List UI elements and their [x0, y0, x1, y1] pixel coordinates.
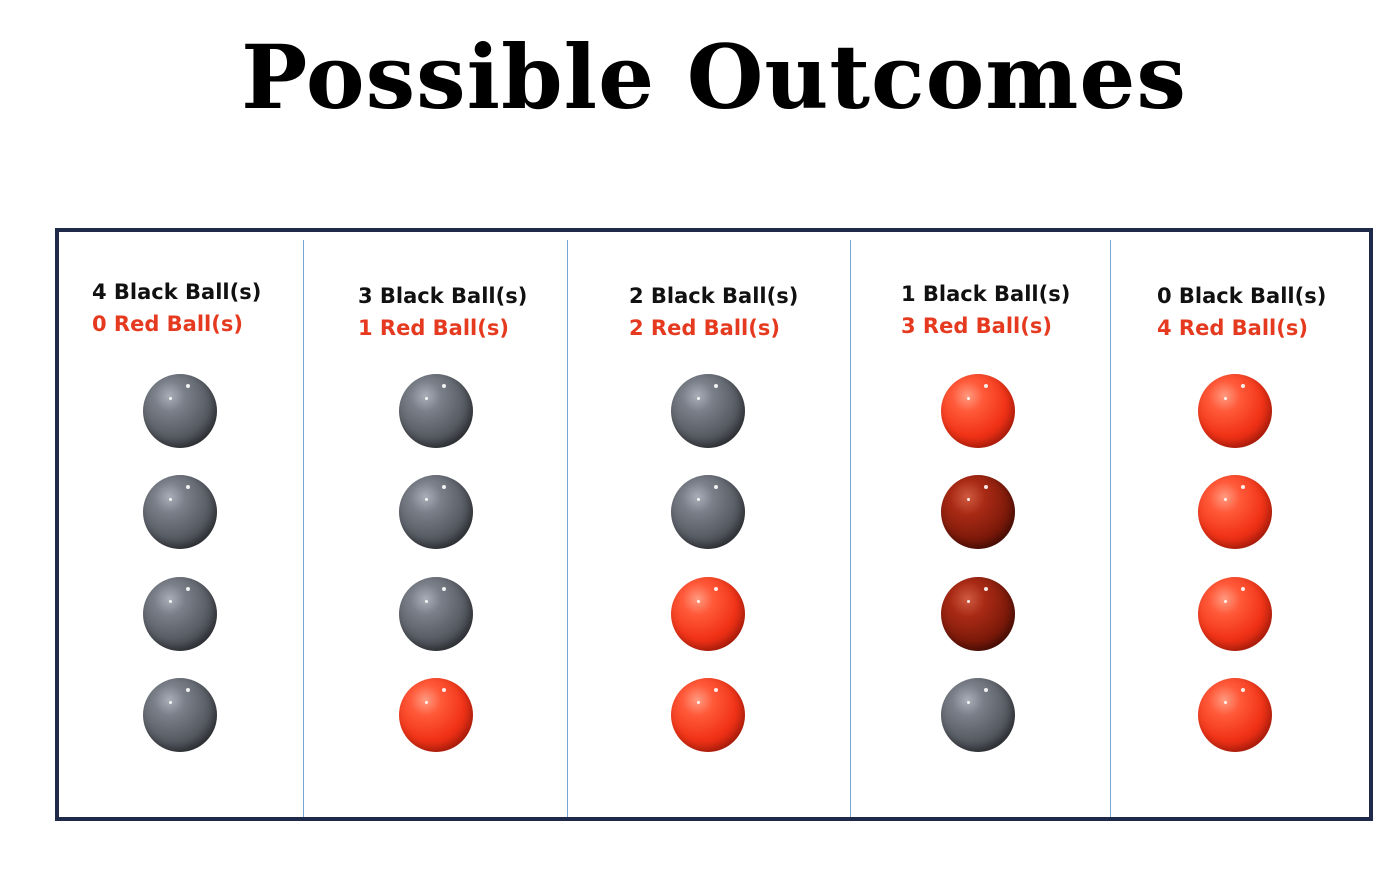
black-count-label: 2 Black Ball(s) [629, 284, 799, 308]
outcome-column-4: 1 Black Ball(s) 3 Red Ball(s) [851, 232, 1110, 817]
black-count-label: 1 Black Ball(s) [901, 282, 1071, 306]
black-count-label: 4 Black Ball(s) [92, 280, 262, 304]
column-divider [1110, 240, 1111, 817]
red-count-label: 3 Red Ball(s) [901, 314, 1052, 338]
red-ball [671, 577, 745, 651]
dark-red-ball [941, 577, 1015, 651]
outcome-column-5: 0 Black Ball(s) 4 Red Ball(s) [1111, 232, 1369, 817]
black-ball [399, 577, 473, 651]
outcome-column-2: 3 Black Ball(s) 1 Red Ball(s) [304, 232, 567, 817]
red-ball [1198, 678, 1272, 752]
dark-red-ball [941, 475, 1015, 549]
black-ball [399, 374, 473, 448]
page-title: Possible Outcomes [241, 25, 1187, 129]
red-ball [1198, 577, 1272, 651]
black-ball [143, 374, 217, 448]
red-count-label: 0 Red Ball(s) [92, 312, 243, 336]
black-ball [143, 577, 217, 651]
black-ball [143, 678, 217, 752]
column-divider [850, 240, 851, 817]
red-count-label: 2 Red Ball(s) [629, 316, 780, 340]
column-divider [303, 240, 304, 817]
black-ball [671, 374, 745, 448]
outcomes-frame: 4 Black Ball(s) 0 Red Ball(s) 3 Black Ba… [55, 228, 1373, 821]
black-count-label: 0 Black Ball(s) [1157, 284, 1327, 308]
outcome-column-3: 2 Black Ball(s) 2 Red Ball(s) [568, 232, 850, 817]
black-ball [399, 475, 473, 549]
black-ball [941, 678, 1015, 752]
outcome-label: 1 Black Ball(s) 3 Red Ball(s) [901, 278, 1070, 342]
red-count-label: 4 Red Ball(s) [1157, 316, 1308, 340]
red-ball [399, 678, 473, 752]
red-ball [1198, 475, 1272, 549]
red-ball [941, 374, 1015, 448]
black-ball [143, 475, 217, 549]
outcome-label: 3 Black Ball(s) 1 Red Ball(s) [358, 280, 527, 344]
black-ball [671, 475, 745, 549]
red-ball [1198, 374, 1272, 448]
red-count-label: 1 Red Ball(s) [358, 316, 509, 340]
outcome-label: 2 Black Ball(s) 2 Red Ball(s) [629, 280, 798, 344]
outcome-label: 4 Black Ball(s) 0 Red Ball(s) [92, 276, 261, 340]
black-count-label: 3 Black Ball(s) [358, 284, 528, 308]
red-ball [671, 678, 745, 752]
outcome-label: 0 Black Ball(s) 4 Red Ball(s) [1157, 280, 1326, 344]
outcome-column-1: 4 Black Ball(s) 0 Red Ball(s) [59, 232, 303, 817]
column-divider [567, 240, 568, 817]
